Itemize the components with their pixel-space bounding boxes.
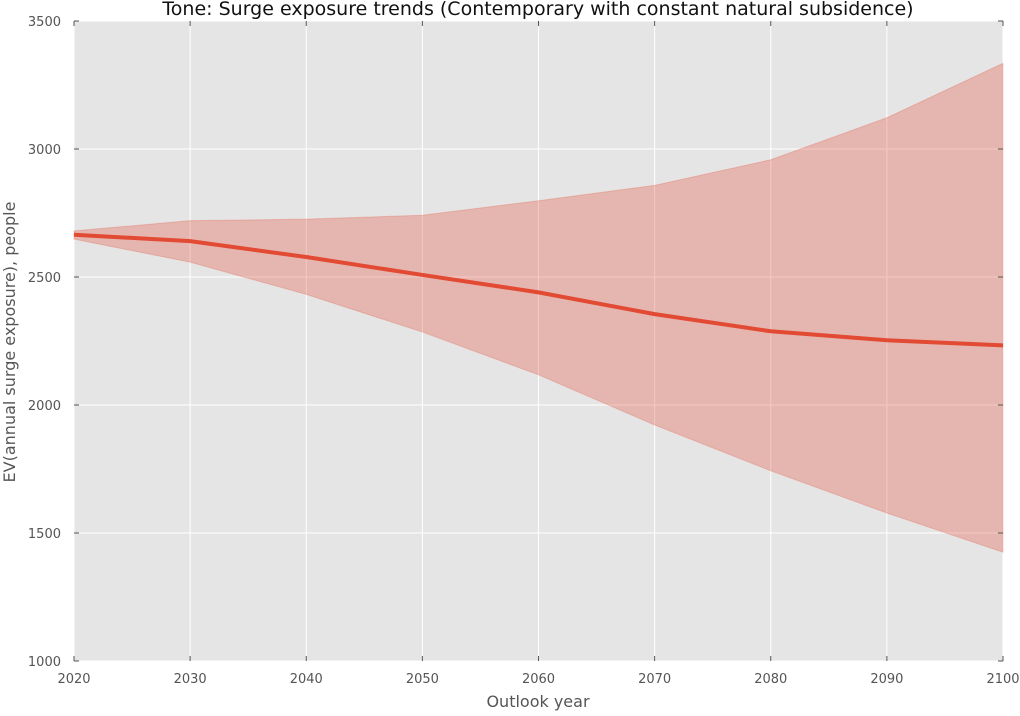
x-tick-label: 2080	[754, 672, 787, 687]
y-tick-label: 1000	[28, 655, 61, 670]
data-point	[770, 331, 771, 332]
x-axis-title: Outlook year	[486, 692, 590, 711]
y-tick-label: 2500	[28, 271, 61, 286]
data-point	[422, 274, 423, 275]
x-tick-label: 2040	[290, 672, 323, 687]
data-point	[654, 314, 655, 315]
y-tick-label: 1500	[28, 527, 61, 542]
chart-title: Tone: Surge exposure trends (Contemporar…	[161, 0, 913, 20]
series-line	[73, 232, 1004, 348]
x-tick-labels: 2020 2030 2040 2050 2060 2070 2080 2090 2100	[57, 672, 1019, 687]
y-tick-labels: 1000 1500 2000 2500 3000 3500	[28, 15, 61, 670]
data-point	[74, 234, 75, 235]
x-tick-label: 2100	[986, 672, 1019, 687]
data-point	[538, 292, 539, 293]
y-axis-title: EV(annual surge exposure), people	[0, 202, 19, 483]
x-tick-label: 2060	[522, 672, 555, 687]
x-tick-label: 2030	[174, 672, 207, 687]
axis-ticks	[73, 20, 1004, 662]
data-point	[886, 340, 887, 341]
data-point	[306, 257, 307, 258]
y-tick-label: 3500	[28, 15, 61, 30]
x-tick-label: 2090	[870, 672, 903, 687]
x-tick-label: 2020	[57, 672, 90, 687]
y-tick-label: 2000	[28, 399, 61, 414]
y-tick-label: 3000	[28, 143, 61, 158]
data-point	[190, 241, 191, 242]
confidence-bands	[73, 62, 1004, 553]
data-point	[1003, 345, 1004, 346]
x-tick-label: 2070	[638, 672, 671, 687]
uncertainty-band	[73, 62, 1004, 553]
series-lines	[73, 232, 1004, 348]
x-tick-label: 2050	[406, 672, 439, 687]
